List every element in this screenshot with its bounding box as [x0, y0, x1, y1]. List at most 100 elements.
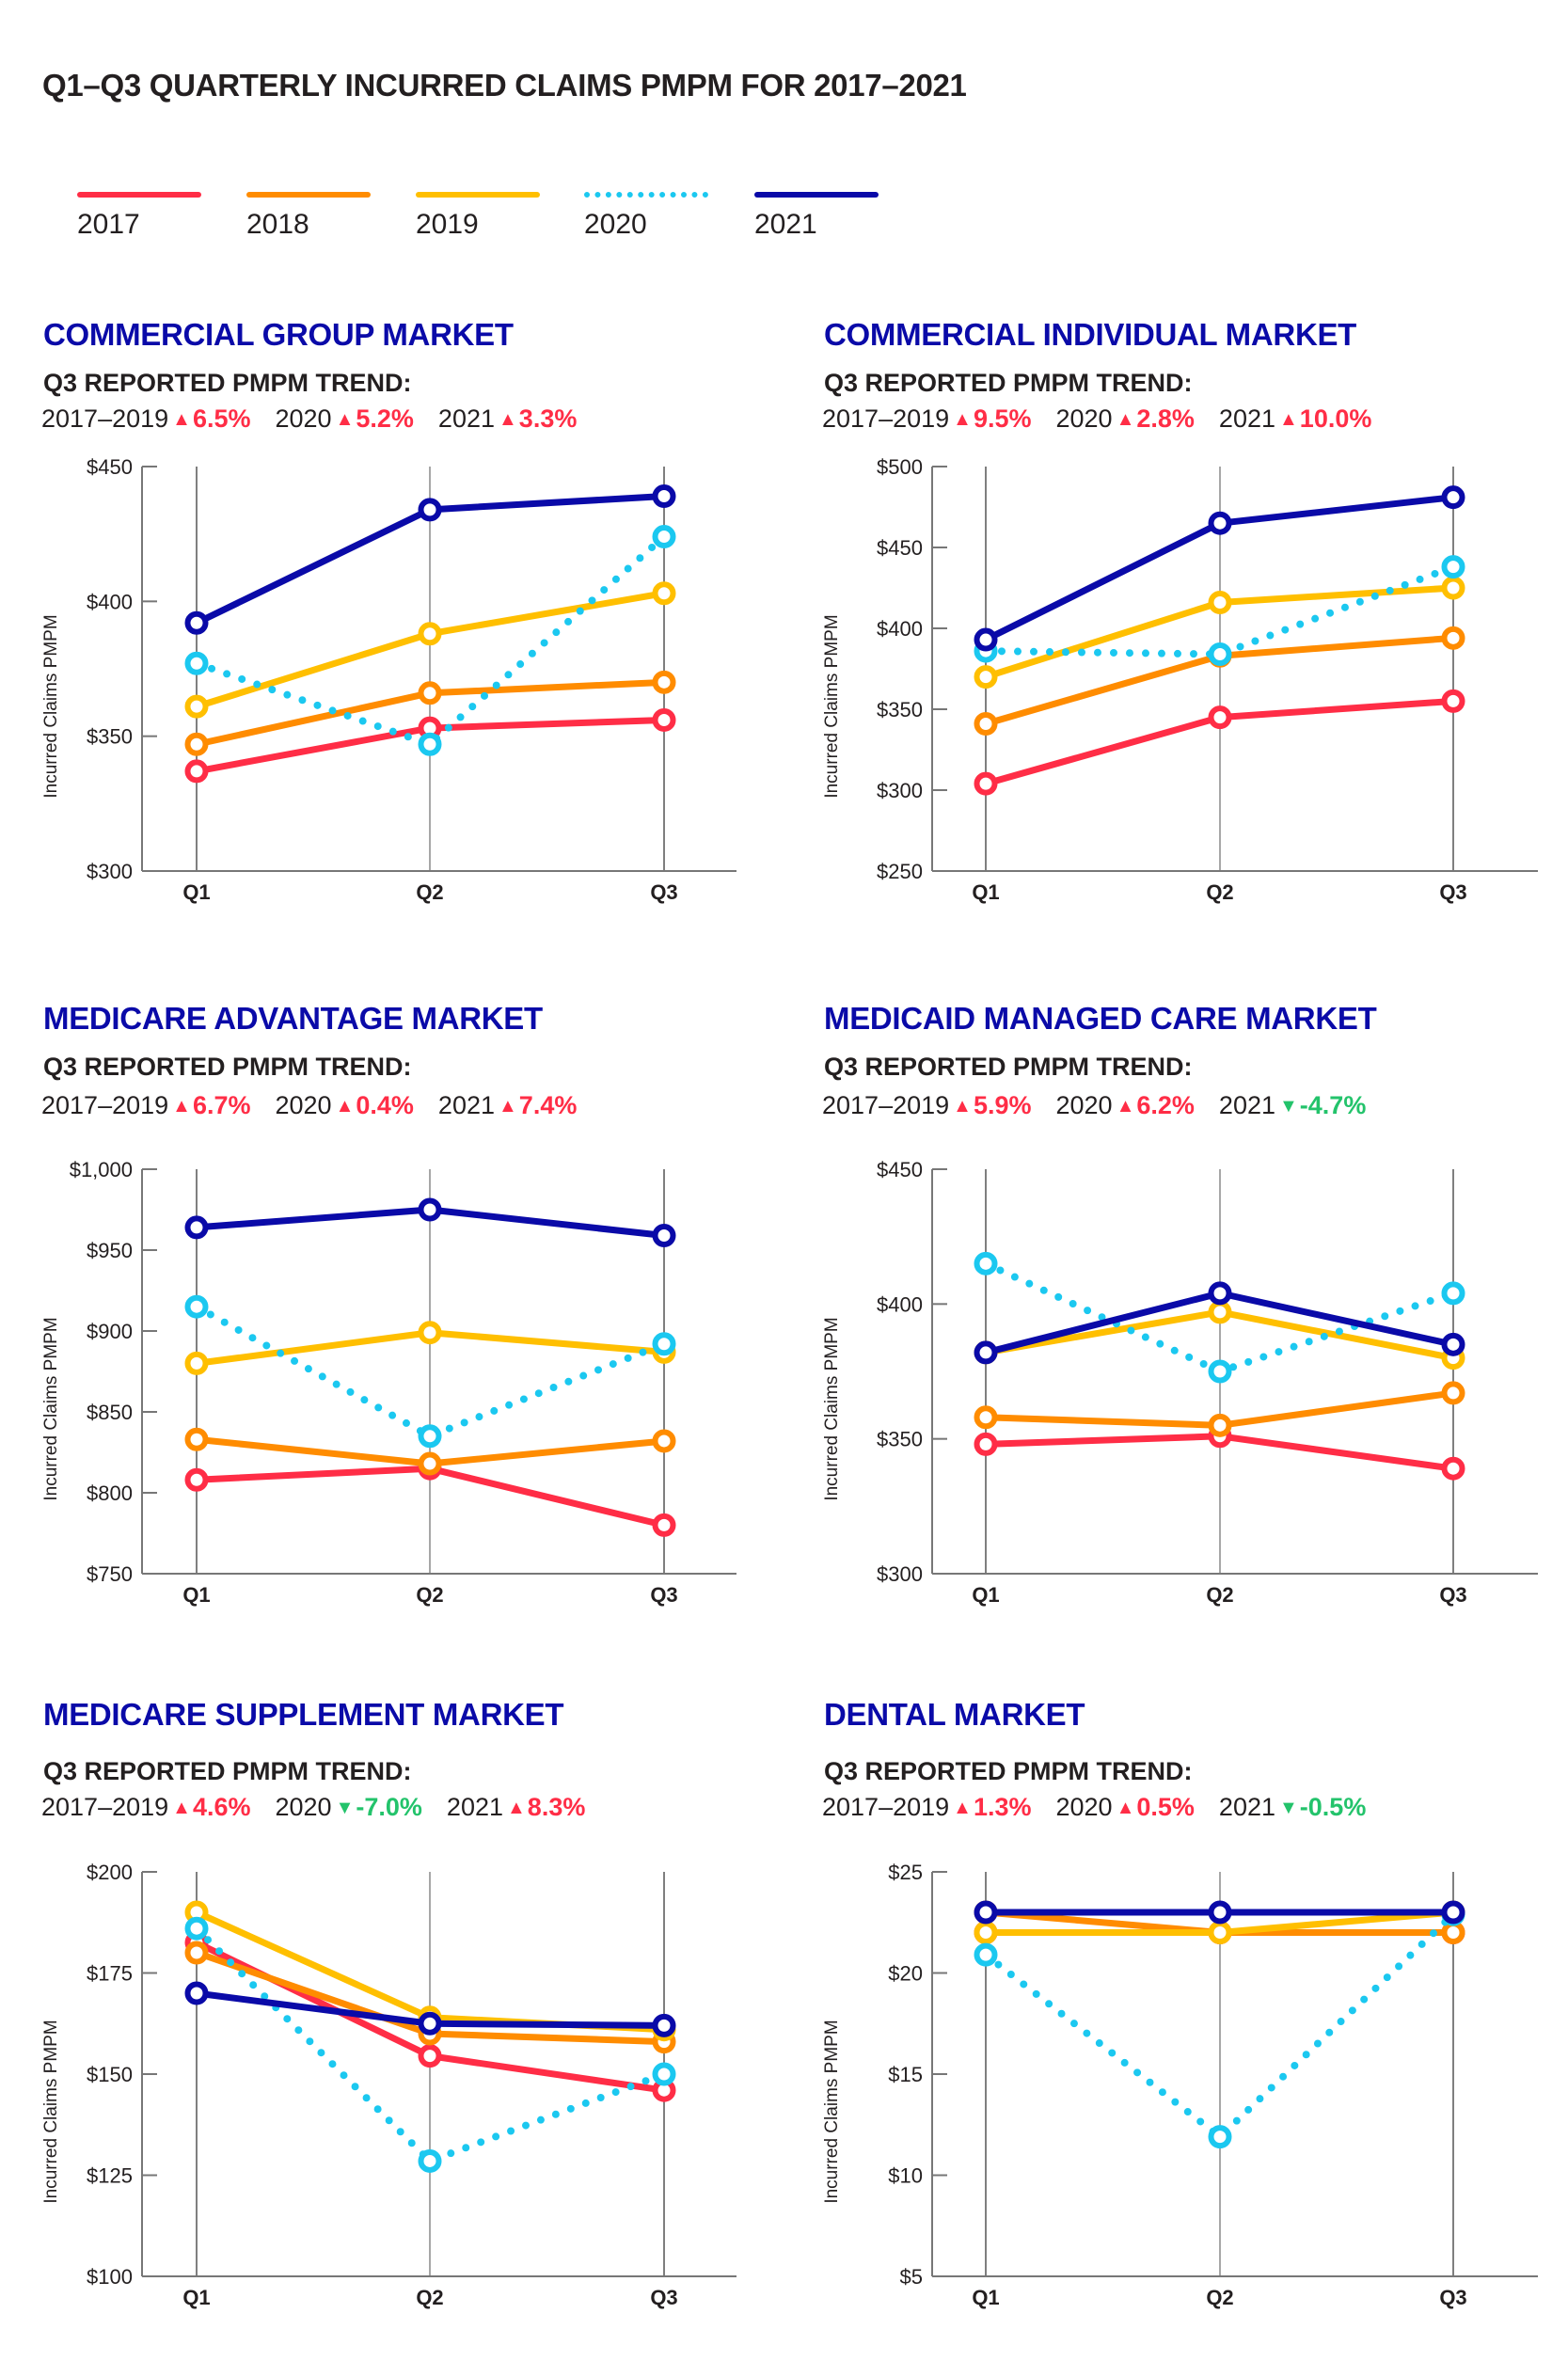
chart-commercial-individual-market: $250 $300 $350 $400 $450 $500 Q1 Q2 Q3 Incurred C…: [822, 455, 1538, 904]
y-tick-label: $450: [877, 1158, 923, 1181]
trend-item: 2017–2019 ▲4.6%: [41, 1793, 251, 1821]
legend-swatch: [754, 192, 879, 198]
data-point-2020-q3: [1441, 555, 1465, 579]
y-axis-label: Incurred Claims PMPM: [822, 2020, 842, 2203]
data-point-2020-q2: [418, 1424, 442, 1449]
trend-value: 5.2%: [356, 404, 414, 433]
triangle-up-icon: ▲: [172, 409, 191, 430]
y-tick-label: $400: [87, 590, 133, 613]
y-axis-label: Incurred Claims PMPM: [822, 1317, 842, 1500]
data-point-2018-q1: [974, 1405, 998, 1430]
triangle-up-icon: ▲: [1116, 1096, 1135, 1117]
data-point-2018-q1: [184, 732, 209, 756]
data-point-2019-q1: [184, 694, 209, 719]
trend-item: 2021 ▲8.3%: [447, 1793, 585, 1821]
trend-label: 2017–2019: [41, 1091, 169, 1119]
triangle-up-icon: ▲: [335, 1096, 355, 1117]
trend-value: 6.2%: [1136, 1091, 1195, 1119]
triangle-up-icon: ▲: [953, 1798, 972, 1818]
y-tick-label: $125: [87, 2164, 133, 2188]
trend-value: -0.5%: [1299, 1793, 1367, 1821]
trend-label: 2020: [275, 1091, 332, 1119]
series-2017: [974, 689, 1465, 796]
series-2021: [184, 484, 676, 635]
trend-item: 2020 ▲6.2%: [1056, 1091, 1195, 1119]
x-tick-label: Q1: [972, 880, 999, 904]
data-point-2020-q2: [1208, 2125, 1232, 2149]
series-2019: [184, 581, 676, 719]
y-tick-label: $5: [900, 2265, 923, 2289]
x-tick-label: Q1: [182, 2286, 210, 2309]
series-2020: [974, 1251, 1465, 1384]
series-2018: [184, 670, 676, 756]
series-line-2020: [193, 532, 668, 749]
trend-label: 2017–2019: [41, 1793, 169, 1821]
data-point-2017-q1: [184, 1467, 209, 1492]
series-2021: [974, 1281, 1465, 1365]
data-point-2019-q2: [1208, 590, 1232, 614]
trend-item: 2021 ▲3.3%: [438, 404, 577, 433]
triangle-up-icon: ▲: [953, 409, 972, 430]
data-point-2017-q2: [418, 2044, 442, 2068]
y-tick-label: $350: [87, 725, 133, 749]
data-point-2021-q2: [1208, 511, 1232, 535]
data-point-2020-q2: [418, 732, 442, 756]
page-title: Q1–Q3 QUARTERLY INCURRED CLAIMS PMPM FOR…: [42, 68, 967, 103]
data-point-2019-q2: [418, 622, 442, 646]
trend-value: 4.6%: [192, 1793, 251, 1821]
trend-label: 2021: [437, 1091, 495, 1119]
y-tick-label: $150: [87, 2063, 133, 2086]
chart-medicare-advantage-market: $750 $800 $850 $900 $950 $1,000 Q1 Q2 Q3 Incurred…: [41, 1158, 736, 1607]
y-tick-label: $500: [877, 455, 923, 479]
triangle-up-icon: ▲: [1116, 409, 1135, 430]
data-point-2021-q2: [418, 498, 442, 522]
data-point-2021-q3: [652, 2013, 676, 2037]
data-point-2021-q3: [1441, 485, 1465, 510]
triangle-up-icon: ▲: [953, 1096, 972, 1117]
triangle-up-icon: ▲: [499, 1096, 517, 1117]
y-tick-label: $175: [87, 1962, 133, 1986]
legend-swatch: [246, 192, 371, 198]
panel-title-medicare-advantage-market: MEDICARE ADVANTAGE MARKET: [43, 1001, 543, 1036]
trend-label: 2021: [1218, 1091, 1275, 1119]
triangle-down-icon: ▼: [1279, 1096, 1298, 1117]
y-tick-label: $400: [877, 1292, 923, 1316]
data-point-2018-q2: [1208, 1413, 1232, 1437]
trend-heading: Q3 REPORTED PMPM TREND:: [824, 1053, 1193, 1081]
trend-value: 5.9%: [973, 1091, 1032, 1119]
data-point-2020-q2: [418, 2148, 442, 2173]
data-point-2020-q1: [184, 1294, 209, 1319]
y-tick-label: $350: [877, 1428, 923, 1451]
chart-dental-market: $5 $10 $15 $20 $25 Q1 Q2 Q3 Incurred Claims PMPM: [822, 1861, 1538, 2309]
trend-value: 10.0%: [1299, 404, 1372, 433]
data-point-2017-q1: [184, 759, 209, 784]
triangle-up-icon: ▲: [1279, 409, 1298, 430]
y-tick-label: $10: [888, 2164, 923, 2188]
data-point-2019-q3: [1441, 576, 1465, 600]
x-tick-label: Q3: [1439, 2286, 1466, 2309]
series-line-2020: [982, 563, 1457, 658]
triangle-up-icon: ▲: [172, 1096, 191, 1117]
y-axis-label: Incurred Claims PMPM: [41, 2020, 61, 2203]
trend-heading: Q3 REPORTED PMPM TREND:: [43, 1757, 412, 1785]
y-tick-label: $350: [877, 698, 923, 721]
data-point-2019-q3: [652, 581, 676, 606]
data-point-2020-q1: [184, 1916, 209, 1941]
trend-label: 2017–2019: [822, 1793, 950, 1821]
trend-row: 2017–2019 ▲1.3% 2020 ▲0.5% 2021 ▼-0.5%: [822, 1793, 1390, 1822]
trend-label: 2020: [275, 1793, 332, 1821]
trend-item: 2021 ▲10.0%: [1219, 404, 1371, 433]
data-point-2020-q2: [1208, 1359, 1232, 1384]
trend-value: -7.0%: [356, 1793, 422, 1821]
series-2018: [184, 1427, 676, 1476]
data-point-2017-q3: [652, 707, 676, 732]
data-point-2018-q2: [418, 1451, 442, 1476]
y-tick-label: $850: [87, 1401, 133, 1424]
legend-swatch: [77, 192, 201, 198]
y-tick-label: $1,000: [70, 1158, 133, 1181]
y-axis-label: Incurred Claims PMPM: [41, 1317, 61, 1500]
series-2018: [974, 1381, 1465, 1437]
trend-value: 1.3%: [973, 1793, 1032, 1821]
data-point-2020-q3: [1441, 1281, 1465, 1306]
